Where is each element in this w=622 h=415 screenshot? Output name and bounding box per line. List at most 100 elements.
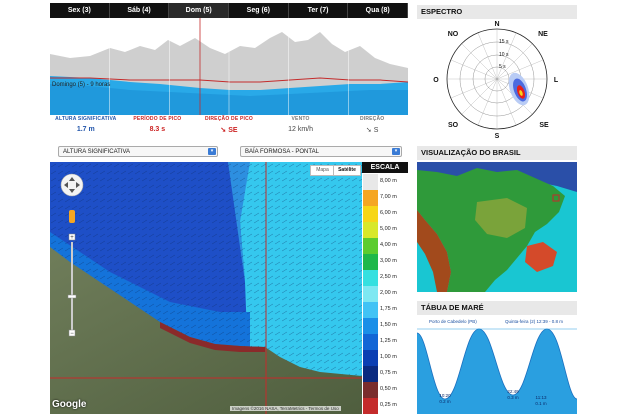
land-area [50,247,362,414]
scale-label: 1,25 m [380,338,397,344]
tide-low-height: 0.2 m [439,399,451,404]
metric-3: VENTO 12 km/h [265,116,337,138]
day-tab[interactable]: Qua (8) [348,3,409,18]
direction-arrow-icon: ➘ [365,127,374,134]
dir-ne: NE [538,31,548,38]
tide-low-time: 10:20 [439,393,451,398]
scale-label: 3,00 m [380,258,397,264]
metric-value: 1.7 m [50,126,122,133]
ring-label-15: 15 s [499,39,509,45]
scale-item: 2,50 m [362,270,408,286]
scale-label: 6,00 m [380,210,397,216]
tide-day-left: Quinta-feira [425,334,449,339]
scale-item: 0,75 m [362,366,408,382]
metric-value: 12 km/h [265,126,337,133]
day-tab[interactable]: Sex (3) [50,3,110,18]
scale-item: 4,00 m [362,238,408,254]
scale-title: ESCALA [362,162,408,173]
dir-l: L [554,77,559,84]
map-type-button[interactable]: Mapa [310,165,335,176]
day-tab[interactable]: Seg (6) [229,3,289,18]
ring-label-10: 10 s [499,52,509,58]
scale-swatch [363,190,378,206]
tide-title: TÁBUA DE MARÉ [417,301,577,315]
metric-value: 8.3 s [122,126,194,133]
metrics-row: ALTURA SIGNIFICATIVA 1.7 m PERÍODO DE PICO… [50,116,408,138]
dir-n: N [494,21,499,28]
scale-item: 3,00 m [362,254,408,270]
metric-2: DIREÇÃO DE PICO ➘ SE [193,116,265,138]
metric-1: PERÍODO DE PICO 8.3 s [122,116,194,138]
scale-item: 1,00 m [362,350,408,366]
brazil-title: VISUALIZAÇÃO DO BRASIL [417,146,577,160]
pegman-icon [69,210,75,223]
metric-value-text: 8.3 s [149,126,166,133]
scale-item: 1,75 m [362,302,408,318]
wave-chart-caption: Domingo (5) - 9 horas [52,82,111,88]
metric-label: PERÍODO DE PICO [133,116,182,122]
scale-label: 4,00 m [380,242,397,248]
dir-o: O [433,77,439,84]
scale-label: 1,00 m [380,354,397,360]
scale-swatch [363,334,378,350]
variable-select-value: ALTURA SIGNIFICATIVA [63,149,131,155]
scale-label: 7,00 m [380,194,397,200]
metric-label: DIREÇÃO DE PICO [204,116,253,122]
metric-0: ALTURA SIGNIFICATIVA 1.7 m [50,116,122,138]
svg-text:−: − [70,331,74,337]
satellite-type-button[interactable]: Satélite [333,165,361,176]
tide-area [417,329,577,414]
scale-item: 1,50 m [362,318,408,334]
scale-swatch [363,206,378,222]
wave-map[interactable]: + − [50,162,362,414]
day-tab[interactable]: Dom (5) [169,3,230,18]
tide-low-time: 11:13 [536,395,547,400]
location-select[interactable]: BAÍA FORMOSA - PONTAL ▾ [240,146,402,157]
scale-swatch [363,366,378,382]
scale-swatch [363,398,378,414]
ring-label-5: 5 s [499,64,506,70]
dir-no: NO [448,31,459,38]
scale-swatch [363,302,378,318]
scale-swatch [363,382,378,398]
metric-value: ➘ S [336,126,408,134]
scale-item: 6,00 m [362,206,408,222]
scale-label: 0,50 m [380,386,397,392]
scale-label: 2,50 m [380,274,397,280]
spectrum-polar-plot: 15 s 10 s 5 s N NE L SE S SO O NO [417,19,577,140]
scale-label: 1,75 m [380,306,397,312]
scale-swatch [363,174,378,190]
metric-value-text: SE [228,127,238,134]
tide-next: Quinta-feira (2) 12:39 - 0.8 m [505,319,563,324]
period-line [50,77,408,83]
chevron-down-icon: ▾ [392,148,400,155]
tide-day-right: Sexta-feira [515,334,537,339]
day-tab[interactable]: Ter (7) [289,3,349,18]
scale-swatch [363,350,378,366]
map-attribution[interactable]: Imagens ©2016 NASA, TerraMetrics - Termo… [230,406,341,411]
pan-control [60,173,84,197]
direction-arrow-icon: ➘ [220,127,229,134]
day-tab[interactable]: Sáb (4) [110,3,170,18]
scale-label: 8,00 m [380,178,397,184]
tide-chart: Porto de Cabedelo (PB) Quinta-feira (2) … [417,315,577,414]
metric-4: DIREÇÃO ➘ S [336,116,408,138]
scale-swatch [363,254,378,270]
scale-label: 0,75 m [380,370,397,376]
scale-label: 1,50 m [380,322,397,328]
viewport-marker [552,194,560,202]
tide-low-height: 0.3 m [507,395,519,400]
tide-low-time: 22:49 [507,389,519,394]
metric-value-text: 12 km/h [288,126,314,133]
location-select-value: BAÍA FORMOSA - PONTAL [245,149,319,155]
tide-low-height: 0.1 m [535,401,547,406]
brazil-map[interactable] [417,162,577,292]
scale-item: 5,00 m [362,222,408,238]
variable-select[interactable]: ALTURA SIGNIFICATIVA ▾ [58,146,218,157]
metric-label: ALTURA SIGNIFICATIVA [55,116,117,122]
metric-label: DIREÇÃO [359,116,385,122]
dir-s: S [495,133,500,140]
scale-swatch [363,222,378,238]
scale-swatch [363,238,378,254]
tide-port: Porto de Cabedelo (PB) [429,319,477,324]
